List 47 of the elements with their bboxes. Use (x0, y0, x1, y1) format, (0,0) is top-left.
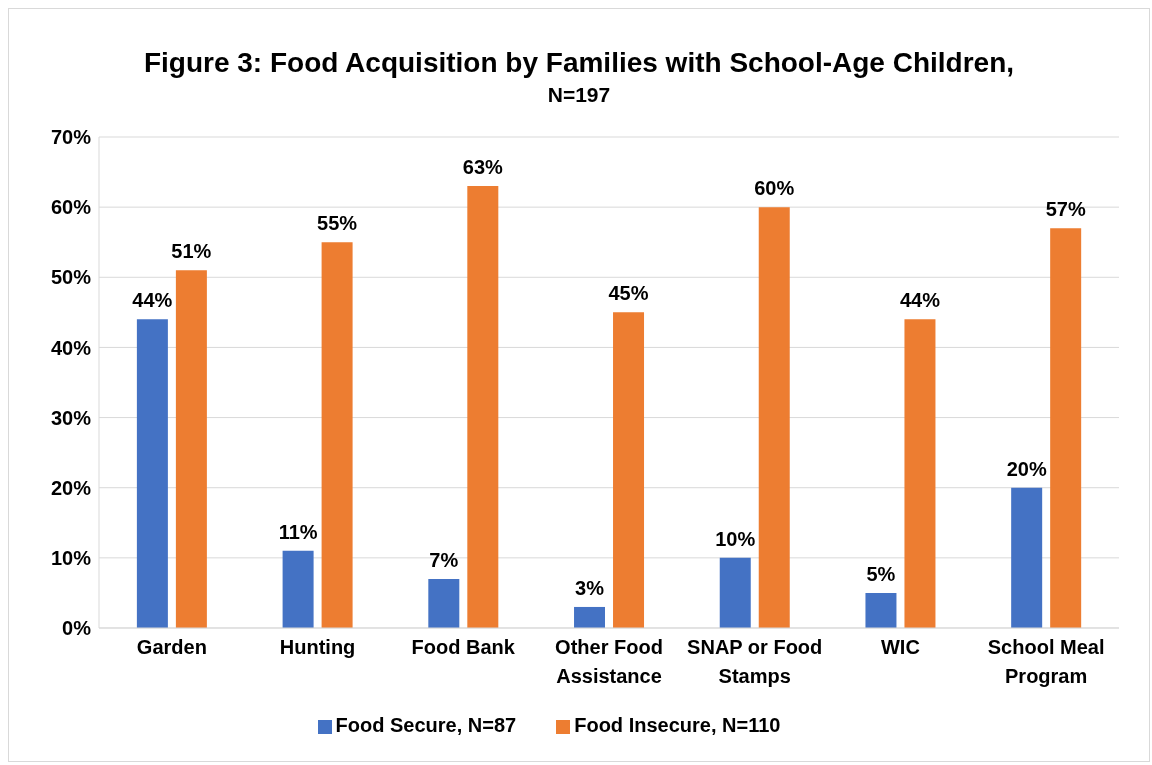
bar (136, 319, 168, 628)
bar (467, 186, 499, 628)
legend-label: Food Secure, N=87 (335, 714, 517, 736)
data-label: 57% (1045, 198, 1086, 221)
legend-label: Food Insecure, N=110 (574, 714, 781, 736)
data-label: 45% (608, 282, 649, 305)
bar (574, 606, 606, 628)
bar (865, 592, 897, 628)
bar (321, 242, 353, 628)
data-label: 10% (715, 527, 756, 550)
x-tick-label: WIC (880, 636, 920, 658)
x-tick-label: Food Bank (411, 636, 516, 658)
x-tick-label: Hunting (279, 636, 356, 658)
y-tick-label: 30% (50, 406, 92, 429)
data-label: 7% (429, 548, 459, 571)
x-tick-label: SNAP or Food Stamps (687, 636, 823, 687)
data-label: 3% (575, 576, 605, 599)
y-tick-label: 60% (50, 196, 92, 219)
chart-subtitle: N=197 (546, 83, 612, 107)
data-label: 44% (899, 289, 941, 312)
bar (1011, 487, 1043, 628)
data-label: 20% (1006, 457, 1047, 480)
bar (904, 319, 936, 628)
bar (282, 550, 314, 628)
bar (613, 312, 645, 628)
data-label: 55% (317, 212, 358, 235)
data-label: 51% (171, 240, 212, 263)
bar (1050, 228, 1082, 628)
data-label: 60% (754, 177, 795, 200)
x-tick-label: Other Food Assistance (555, 636, 663, 687)
data-label: 44% (132, 289, 173, 312)
y-tick-label: 10% (50, 546, 92, 569)
data-label: 63% (462, 156, 504, 179)
bar (719, 557, 751, 628)
y-tick-label: 40% (50, 336, 92, 359)
y-tick-label: 20% (50, 476, 92, 499)
bar (758, 207, 790, 628)
x-tick-label: School Meal Program (987, 636, 1105, 687)
bar (428, 578, 460, 628)
y-tick-label: 0% (62, 617, 92, 640)
y-tick-label: 50% (50, 266, 92, 289)
x-tick-label: Garden (136, 636, 207, 658)
data-label: 11% (278, 520, 318, 543)
chart-title: Figure 3: Food Acquisition by Families with School-Age Children, (142, 47, 1016, 79)
y-tick-label: 70% (50, 126, 92, 149)
bar (175, 270, 207, 628)
data-label: 5% (866, 562, 896, 585)
